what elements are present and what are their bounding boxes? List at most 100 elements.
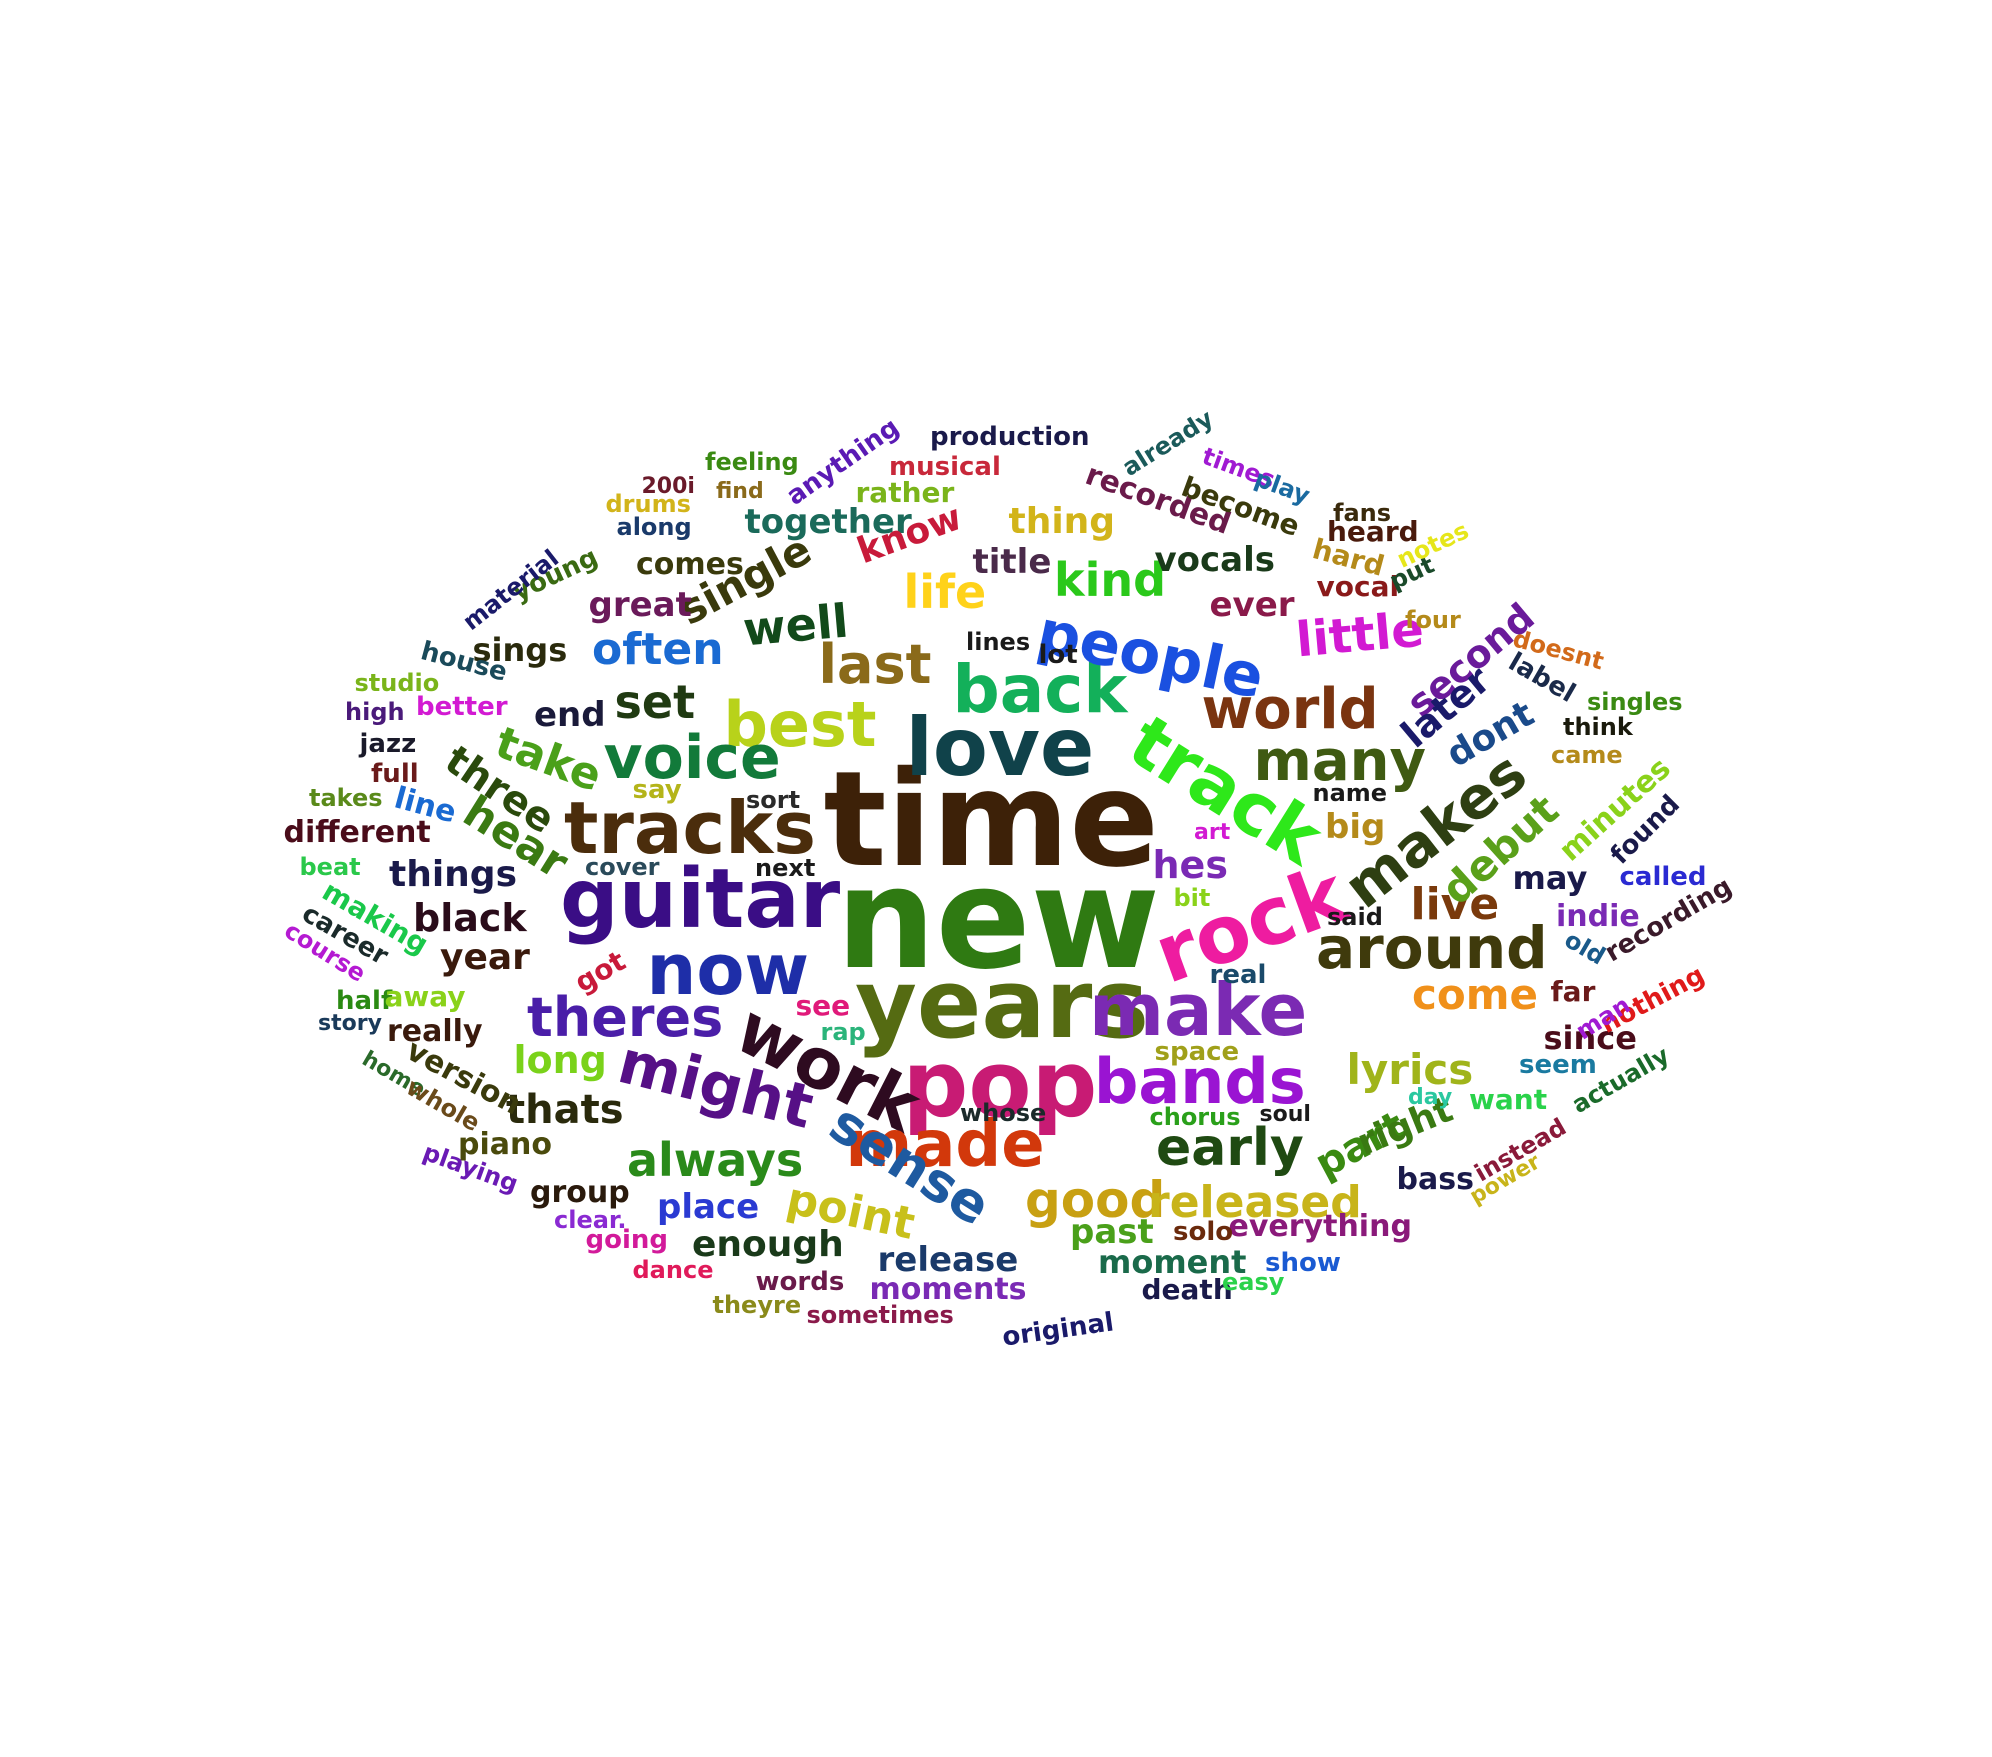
word-big: big [1325, 807, 1386, 847]
word-make: make [1089, 968, 1308, 1052]
word-title: title [972, 542, 1052, 582]
word-think: think [1563, 713, 1633, 741]
word-good: good [1025, 1171, 1166, 1229]
word-black: black [413, 896, 527, 940]
word-sort: sort [746, 786, 801, 814]
word-chorus: chorus [1149, 1103, 1241, 1131]
word-set: set [614, 675, 696, 729]
word-last: last [818, 633, 932, 696]
word-live: live [1410, 879, 1500, 930]
word-called: called [1619, 862, 1707, 892]
word-moment: moment [1098, 1243, 1247, 1281]
word-drums: drums [605, 490, 691, 518]
word-around: around [1316, 914, 1548, 982]
word-now: now [646, 929, 810, 1011]
word-since: since [1543, 1019, 1637, 1057]
word-place: place [657, 1187, 760, 1227]
word-often: often [592, 624, 724, 675]
word-bass: bass [1396, 1162, 1474, 1197]
word-enough: enough [692, 1224, 844, 1265]
word-may: may [1512, 859, 1588, 897]
word-rap: rap [820, 1018, 866, 1046]
word-bands: bands [1094, 1045, 1306, 1118]
word-studio: studio [354, 669, 440, 697]
word-show: show [1265, 1248, 1341, 1278]
word-takes: takes [309, 784, 383, 812]
word-really: really [387, 1014, 483, 1049]
word-pop: pop [902, 1031, 1098, 1138]
word-story: story [318, 1011, 382, 1036]
word-next: next [755, 854, 816, 882]
word-things: things [389, 854, 518, 895]
word-away: away [384, 980, 466, 1013]
word-solo: solo [1173, 1217, 1234, 1247]
word-bit: bit [1173, 884, 1211, 912]
word-seem: seem [1519, 1050, 1597, 1080]
word-together: together [744, 502, 912, 542]
word-four: four [1405, 606, 1461, 634]
word-kind: kind [1054, 553, 1167, 607]
word-feeling: feeling [705, 448, 799, 476]
word-clear: clear. [554, 1206, 627, 1234]
word-back: back [952, 651, 1128, 728]
word-tracks: tracks [564, 786, 816, 870]
word-cover: cover [585, 853, 660, 881]
word-say: say [632, 775, 682, 805]
word-half: half [336, 986, 393, 1016]
word-thats: thats [506, 1087, 624, 1133]
word-jazz: jazz [359, 729, 417, 759]
word-vocals: vocals [1154, 540, 1276, 580]
word-far: far [1550, 975, 1596, 1008]
word-death: death [1141, 1273, 1233, 1306]
word-beat: beat [299, 853, 361, 881]
word-voice: voice [603, 723, 781, 793]
word-full: full [371, 759, 419, 789]
word-singles: singles [1587, 688, 1683, 716]
word-fans: fans [1333, 499, 1392, 527]
word-came: came [1551, 741, 1623, 769]
word-musical: musical [889, 452, 1001, 482]
word-group: group [530, 1175, 630, 1210]
word-original: original [1000, 1307, 1116, 1353]
word-hes: hes [1152, 843, 1228, 887]
word-life: life [903, 565, 987, 619]
word-indie: indie [1556, 899, 1640, 934]
word-ever: ever [1209, 585, 1295, 625]
word-find: find [716, 479, 764, 504]
word-love: love [905, 701, 1095, 794]
word-made: made [845, 1108, 1045, 1182]
word-see: see [795, 989, 851, 1022]
word-along: along [616, 513, 692, 541]
word-whose: whose [960, 1099, 1047, 1127]
word-soul: soul [1259, 1102, 1311, 1127]
word-end: end [534, 695, 606, 735]
word-heard: heard [1327, 515, 1419, 548]
word-dance: dance [632, 1256, 714, 1284]
word-day: day [1408, 1085, 1453, 1110]
word-better: better [416, 692, 508, 722]
word-come: come [1412, 970, 1538, 1019]
word-year: year [440, 937, 530, 978]
word-long: long [513, 1038, 607, 1082]
word-want: want [1469, 1083, 1548, 1116]
word-great: great [588, 585, 692, 625]
word-rather: rather [855, 476, 955, 509]
word-name: name [1312, 779, 1388, 807]
word-guitar: guitar [560, 852, 841, 947]
word-world: world [1201, 677, 1379, 742]
word-best: best [723, 688, 877, 761]
word-said: said [1327, 903, 1383, 931]
word-200i: 200i [641, 474, 695, 499]
word-years: years [855, 949, 1149, 1060]
word-going: going [585, 1225, 669, 1255]
word-moments: moments [869, 1272, 1027, 1307]
word-words: words [755, 1267, 845, 1297]
word-new: new [836, 838, 1160, 1001]
word-vocal: vocal [1316, 570, 1400, 603]
word-always: always [627, 1133, 804, 1187]
word-lyrics: lyrics [1346, 1045, 1474, 1094]
word-well: well [740, 593, 850, 657]
word-past: past [1070, 1212, 1154, 1252]
word-space: space [1154, 1037, 1240, 1067]
